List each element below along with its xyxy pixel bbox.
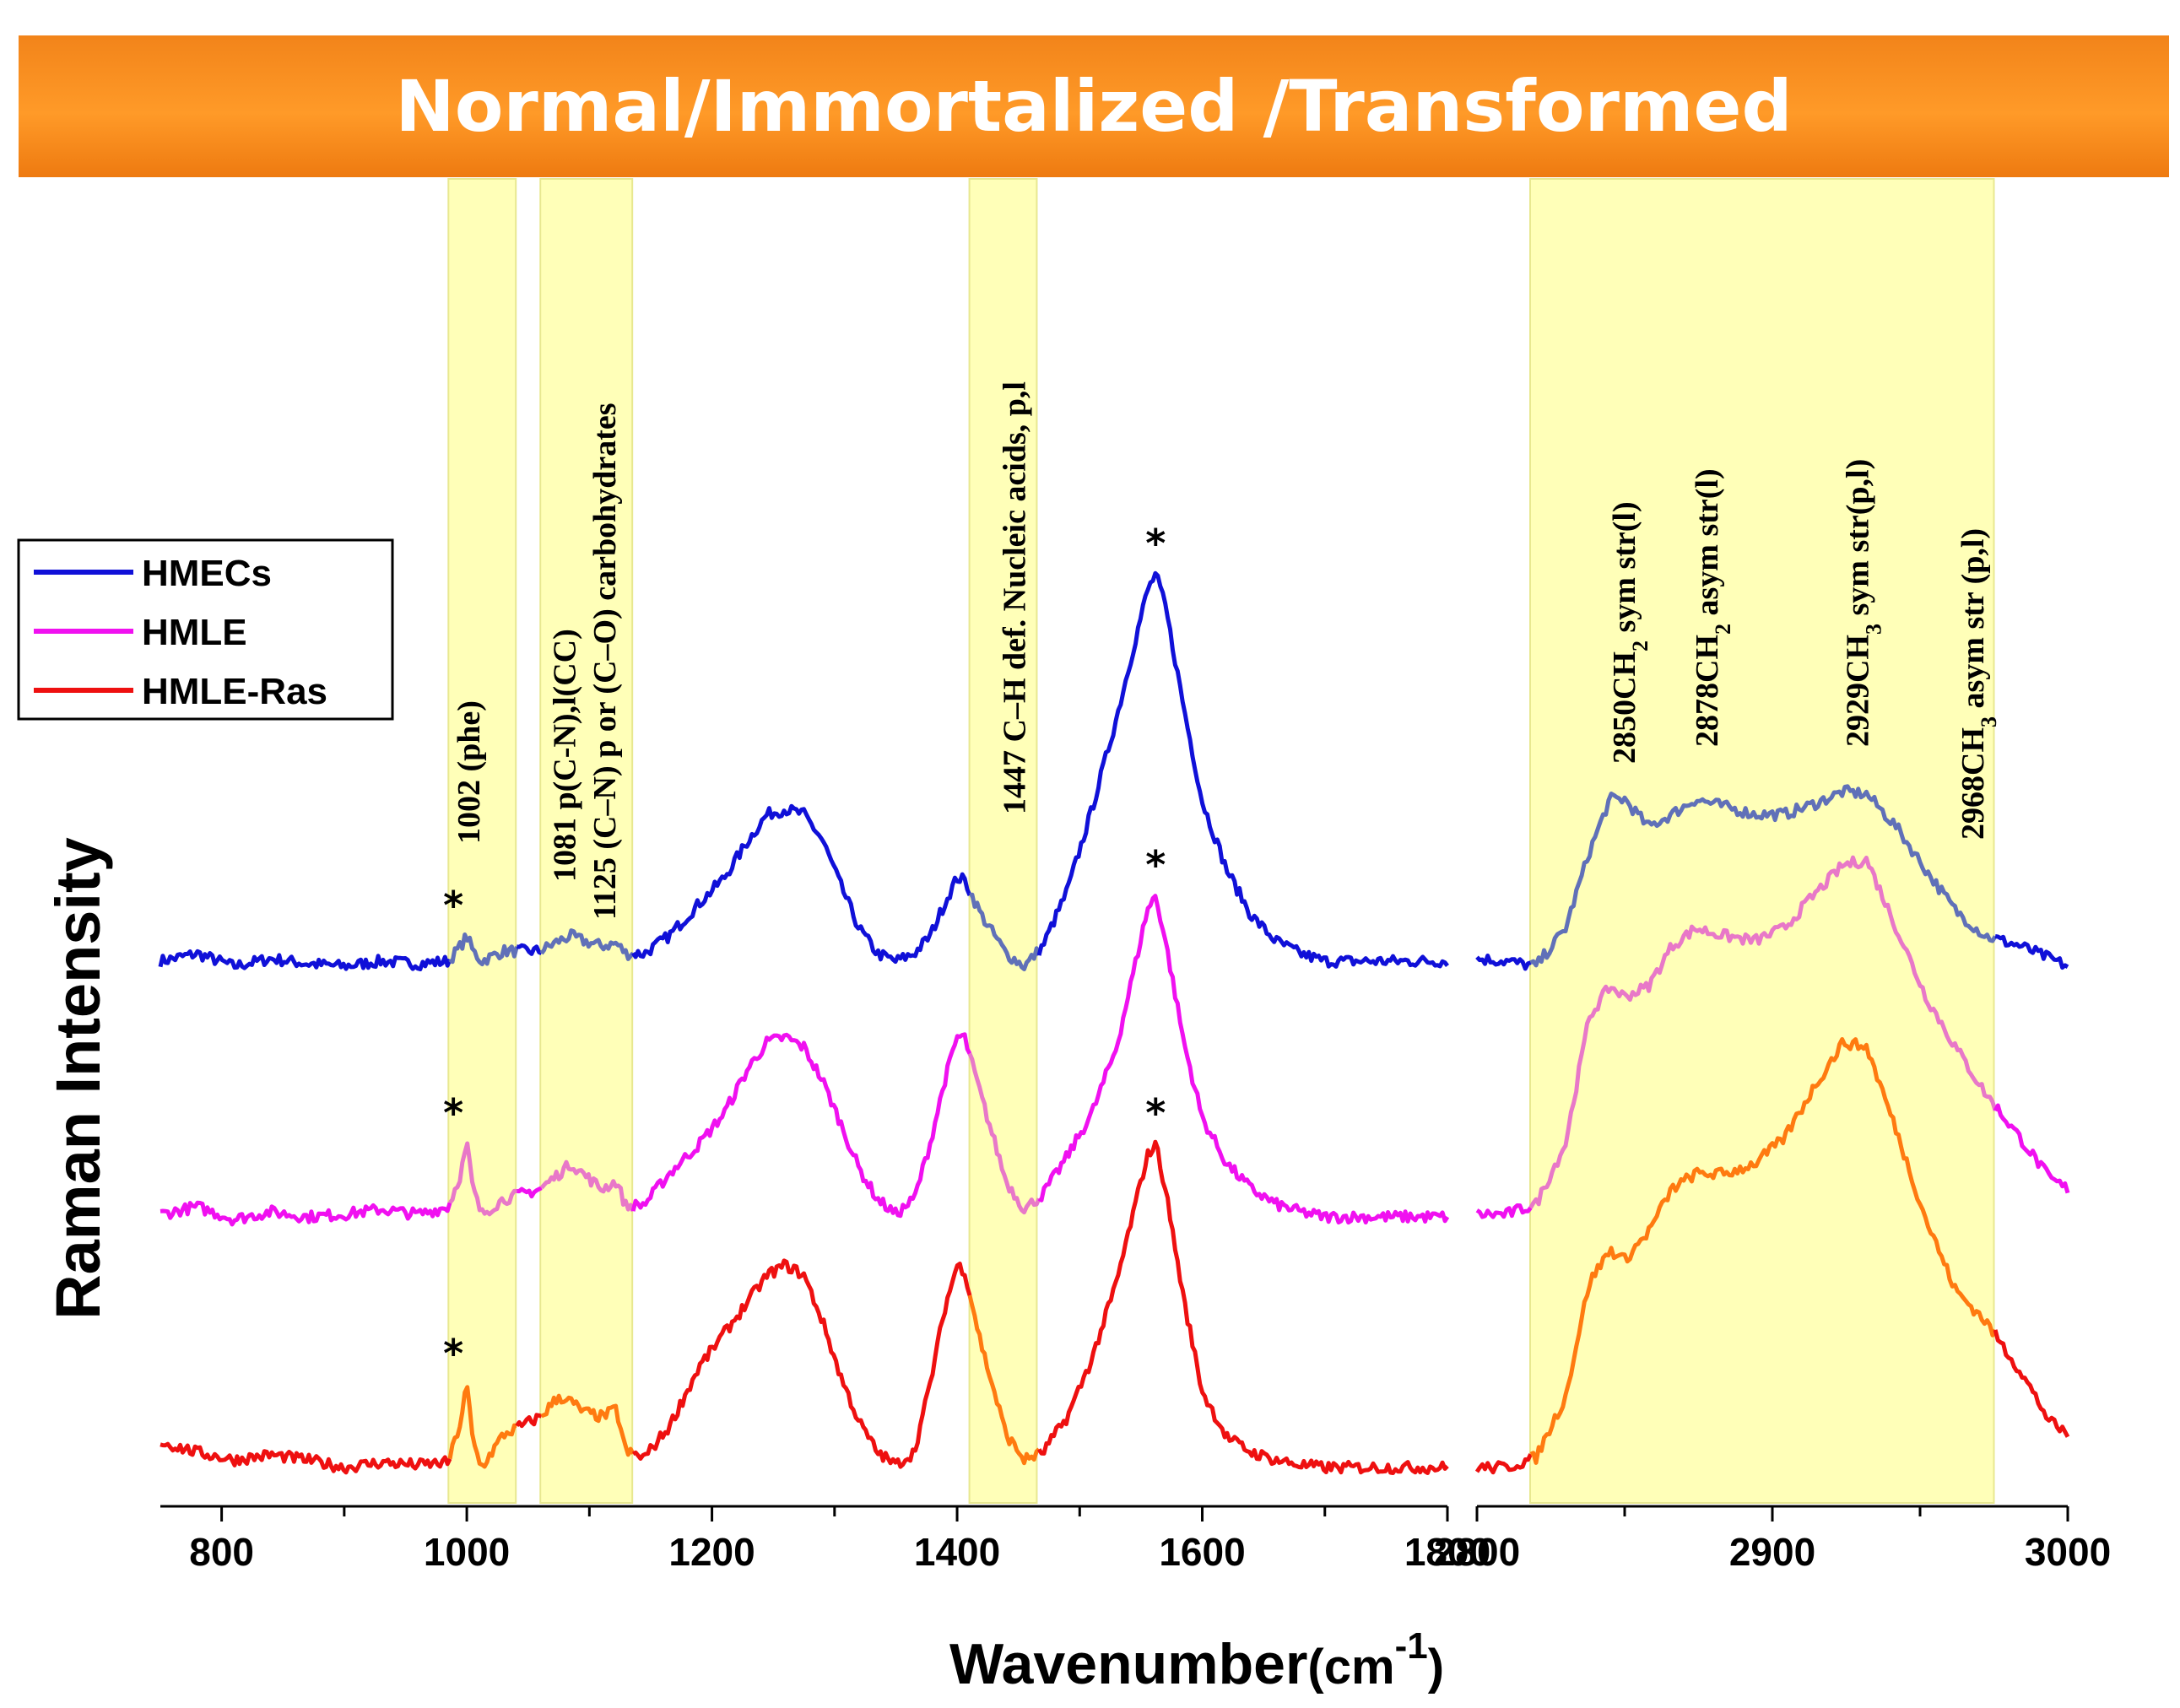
x-axis-title-close: ) bbox=[1428, 1640, 1444, 1694]
series-line-hmecs bbox=[1475, 954, 1532, 971]
series-line-hmle bbox=[1475, 1203, 1533, 1219]
series-line-hmle-ras bbox=[447, 1385, 517, 1469]
x-tick-label: 1000 bbox=[424, 1530, 510, 1574]
x-tick-label: 1200 bbox=[668, 1530, 755, 1574]
x-axis-title-unit: (cm bbox=[1307, 1640, 1394, 1694]
series-line-hmecs bbox=[158, 949, 452, 971]
peak-markers-layer: * * * * * * bbox=[443, 521, 1166, 1376]
series-line-hmle-ras bbox=[160, 1441, 452, 1475]
series-hmle bbox=[160, 855, 2070, 1227]
band-label: 1447 C–H def. Nucleic acids, p,l bbox=[997, 381, 1032, 814]
peak-marker: * bbox=[443, 1090, 463, 1136]
series-line-hmle-ras bbox=[1036, 1139, 1449, 1475]
peak-marker: * bbox=[1145, 1090, 1166, 1136]
x-axis-title-exponent: -1 bbox=[1395, 1625, 1428, 1667]
series-line-hmle bbox=[517, 1186, 543, 1199]
series-line-hmle bbox=[1993, 1103, 2070, 1194]
series-line-hmle bbox=[448, 1141, 517, 1217]
series-layer bbox=[158, 570, 2070, 1475]
x-tick-label: 1400 bbox=[914, 1530, 1000, 1574]
series-line-hmle-ras bbox=[515, 1413, 543, 1429]
series-line-hmecs bbox=[539, 928, 635, 961]
highlight-band bbox=[1529, 178, 1995, 1504]
peak-marker: * bbox=[1145, 521, 1166, 566]
highlight-band bbox=[539, 178, 634, 1504]
band-label: 2968CH3 asym str (p,l) bbox=[1956, 528, 2001, 840]
series-line-hmle-ras bbox=[631, 1258, 972, 1469]
series-line-hmecs bbox=[631, 803, 972, 965]
x-tick-label: 2900 bbox=[1729, 1530, 1815, 1574]
series-line-hmecs bbox=[969, 892, 1041, 971]
peak-marker: * bbox=[443, 1331, 463, 1376]
series-line-hmle-ras bbox=[1993, 1329, 2070, 1438]
chart-title: Normal/Immortalized /Transformed bbox=[395, 65, 1792, 148]
legend: HMECs HMLE HMLE-Ras bbox=[17, 538, 394, 721]
x-tick-label: 3000 bbox=[2025, 1530, 2111, 1574]
series-hmecs bbox=[158, 570, 2069, 971]
series-line-hmle bbox=[539, 1159, 636, 1213]
title-banner bbox=[19, 35, 2169, 177]
band-label: 1002 (phe) bbox=[452, 700, 487, 844]
series-line-hmle-ras bbox=[967, 1295, 1041, 1466]
series-hmle-ras bbox=[160, 1037, 2070, 1475]
series-line-hmecs bbox=[1994, 934, 2069, 970]
highlight-band bbox=[968, 178, 1038, 1504]
series-line-hmecs bbox=[448, 932, 519, 967]
legend-label-hmle-ras: HMLE-Ras bbox=[142, 671, 327, 712]
series-line-hmecs bbox=[1529, 784, 1998, 968]
x-tick-label: 2800 bbox=[1434, 1530, 1520, 1574]
legend-label-hmle: HMLE bbox=[142, 612, 247, 653]
band-label: 2929CH3 sym str(p,l) bbox=[1841, 459, 1886, 747]
highlight-band bbox=[447, 178, 517, 1504]
band-label: 2850CH2 sym str(l) bbox=[1607, 501, 1653, 764]
peak-marker: * bbox=[443, 883, 463, 928]
x-axis-title-main: Wavenumber bbox=[949, 1632, 1307, 1696]
band-label: 2878CH2 asym str(l) bbox=[1690, 468, 1735, 747]
peak-marker: * bbox=[1145, 842, 1166, 888]
x-tick-label: 800 bbox=[189, 1530, 254, 1574]
series-line-hmle-ras bbox=[1474, 1453, 1533, 1475]
series-line-hmle bbox=[160, 1200, 452, 1227]
series-line-hmle bbox=[967, 1052, 1041, 1215]
series-line-hmle-ras bbox=[1529, 1037, 1998, 1465]
series-line-hmle bbox=[630, 1032, 972, 1219]
x-tick-label: 1800 bbox=[1404, 1530, 1490, 1574]
x-axis-title: Wavenumber(cm-1) bbox=[949, 1625, 1444, 1696]
series-line-hmle bbox=[1528, 855, 1998, 1209]
y-axis-title: Raman Intensity bbox=[43, 837, 113, 1320]
series-line-hmecs bbox=[1036, 570, 1449, 969]
series-line-hmecs bbox=[517, 943, 543, 956]
band-label: 1081 p(C-N),l(CC) bbox=[547, 629, 582, 882]
legend-label-hmecs: HMECs bbox=[142, 553, 272, 594]
bands-layer bbox=[447, 178, 1995, 1504]
x-tick-label: 1600 bbox=[1159, 1530, 1245, 1574]
series-line-hmle-ras bbox=[540, 1393, 636, 1457]
series-line-hmle bbox=[1037, 894, 1450, 1225]
band-label: 1125 (C–N) p or (C–O) carbohydrates bbox=[587, 403, 623, 920]
band-labels-layer: 1002 (phe) 1081 p(C-N),l(CC) 1125 (C–N) p … bbox=[452, 381, 2001, 920]
